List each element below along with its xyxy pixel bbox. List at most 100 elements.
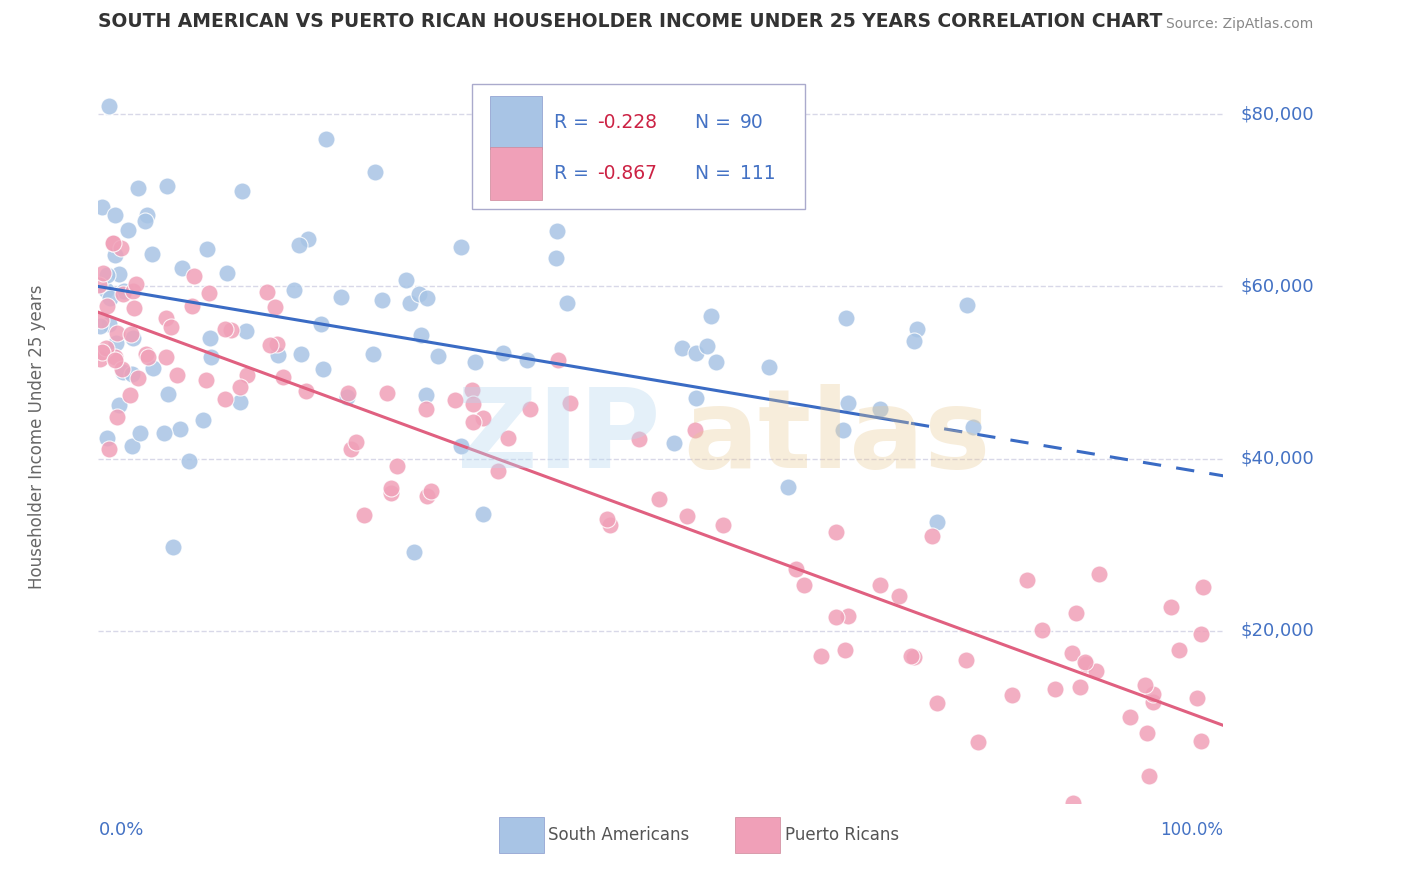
- Point: [112, 286, 135, 301]
- Point: [785, 562, 807, 576]
- Point: [217, 266, 239, 280]
- Point: [415, 388, 437, 402]
- Point: [1185, 691, 1208, 706]
- Point: [191, 412, 214, 426]
- Point: [696, 339, 718, 353]
- Point: [1136, 726, 1159, 740]
- Point: [96, 299, 118, 313]
- Point: [395, 273, 418, 287]
- Point: [96, 268, 118, 283]
- Text: 0.0%: 0.0%: [98, 821, 143, 839]
- Point: [676, 509, 699, 524]
- Point: [108, 268, 131, 282]
- Point: [607, 171, 630, 186]
- Text: $20,000: $20,000: [1240, 622, 1313, 640]
- Point: [810, 649, 832, 664]
- FancyBboxPatch shape: [472, 84, 804, 209]
- Point: [955, 653, 977, 667]
- Point: [91, 345, 114, 359]
- Point: [1015, 573, 1038, 587]
- Point: [516, 352, 538, 367]
- Point: [172, 260, 194, 275]
- Point: [105, 409, 128, 424]
- Point: [1074, 655, 1097, 669]
- Point: [267, 348, 290, 362]
- FancyBboxPatch shape: [489, 147, 541, 201]
- Point: [235, 368, 257, 383]
- Point: [519, 186, 541, 200]
- Point: [112, 284, 135, 298]
- Point: [519, 401, 541, 416]
- Point: [101, 236, 124, 251]
- Point: [104, 336, 127, 351]
- Point: [283, 283, 305, 297]
- Point: [121, 285, 143, 299]
- Point: [450, 240, 472, 254]
- Point: [105, 326, 128, 340]
- Point: [340, 442, 363, 456]
- Point: [967, 735, 990, 749]
- Point: [685, 346, 707, 360]
- Point: [377, 386, 399, 401]
- Point: [380, 481, 402, 495]
- Point: [464, 355, 486, 369]
- Point: [704, 355, 727, 369]
- Point: [461, 384, 484, 398]
- Point: [927, 696, 949, 710]
- Text: SOUTH AMERICAN VS PUERTO RICAN HOUSEHOLDER INCOME UNDER 25 YEARS CORRELATION CHA: SOUTH AMERICAN VS PUERTO RICAN HOUSEHOLD…: [98, 12, 1163, 31]
- Point: [1045, 682, 1067, 697]
- Point: [155, 350, 177, 364]
- Text: -0.228: -0.228: [596, 113, 657, 132]
- Point: [97, 317, 120, 331]
- Point: [91, 266, 114, 280]
- Point: [98, 291, 121, 305]
- Point: [1088, 566, 1111, 581]
- Point: [905, 322, 928, 336]
- Point: [169, 422, 191, 436]
- Point: [399, 296, 422, 310]
- Point: [153, 425, 176, 440]
- Point: [1064, 606, 1087, 620]
- Point: [628, 432, 651, 446]
- Point: [1133, 678, 1156, 692]
- Point: [402, 545, 425, 559]
- Text: South Americans: South Americans: [548, 826, 689, 844]
- Point: [96, 283, 118, 297]
- Point: [121, 367, 143, 381]
- Point: [1142, 687, 1164, 701]
- Point: [128, 425, 150, 440]
- Point: [135, 347, 157, 361]
- Point: [546, 223, 568, 237]
- Text: atlas: atlas: [683, 384, 991, 491]
- Point: [887, 590, 910, 604]
- Point: [1085, 664, 1108, 678]
- Point: [1074, 657, 1097, 671]
- Point: [903, 650, 925, 665]
- Text: ZIP: ZIP: [457, 384, 661, 491]
- Point: [183, 269, 205, 284]
- Point: [104, 351, 127, 365]
- Point: [136, 209, 159, 223]
- Point: [229, 380, 252, 394]
- Point: [547, 353, 569, 368]
- Point: [344, 434, 367, 449]
- Point: [793, 577, 815, 591]
- Point: [104, 248, 127, 262]
- Point: [195, 242, 218, 256]
- Point: [127, 371, 149, 385]
- Point: [315, 132, 337, 146]
- Point: [599, 517, 621, 532]
- Point: [486, 464, 509, 478]
- Point: [496, 431, 519, 445]
- Text: R =: R =: [554, 164, 595, 183]
- Point: [1137, 769, 1160, 783]
- Point: [235, 324, 257, 338]
- Point: [700, 309, 723, 323]
- Point: [1119, 709, 1142, 723]
- Point: [122, 301, 145, 315]
- Point: [117, 222, 139, 236]
- Point: [461, 397, 484, 411]
- Point: [1001, 688, 1024, 702]
- Point: [415, 401, 437, 416]
- Point: [312, 362, 335, 376]
